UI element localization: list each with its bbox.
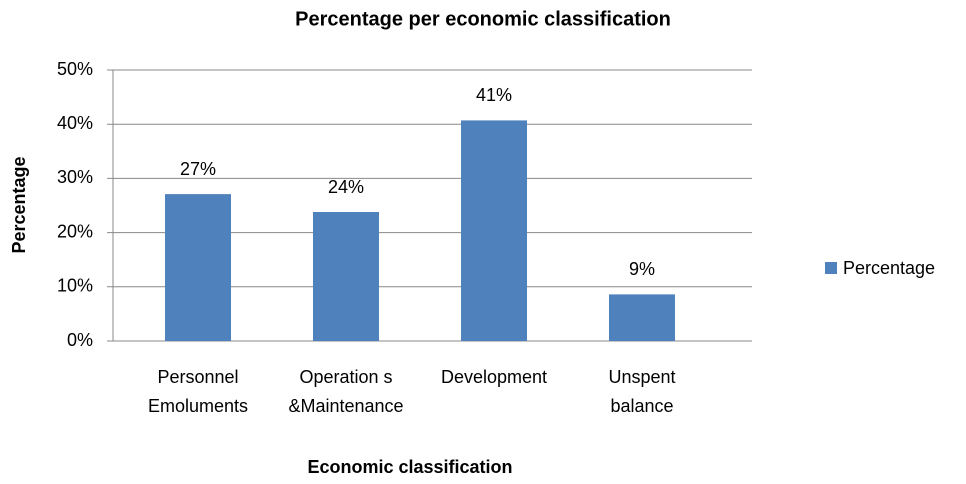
y-tick-label: 20% <box>57 221 93 241</box>
x-tick-label: Operation s &Maintenance <box>288 367 403 416</box>
x-tick-label-line: Personnel <box>157 367 238 387</box>
y-tick-label: 50% <box>57 59 93 79</box>
x-axis-label: Economic classification <box>307 457 512 477</box>
bar <box>313 212 379 341</box>
legend-swatch <box>825 262 837 274</box>
x-tick-label-line: Operation s <box>299 367 392 387</box>
chart-title: Percentage per economic classification <box>295 8 671 30</box>
x-tick-label: Development <box>441 367 547 387</box>
x-tick-label: Personnel Emoluments <box>148 367 248 416</box>
y-axis-label: Percentage <box>9 156 29 253</box>
y-tick-label: 10% <box>57 276 93 296</box>
data-label: 9% <box>629 259 655 279</box>
x-tick-label: Unspent balance <box>608 367 675 416</box>
y-tick-label: 30% <box>57 167 93 187</box>
bar <box>461 120 527 341</box>
data-label: 24% <box>328 177 364 197</box>
x-tick-label-line: Emoluments <box>148 396 248 416</box>
bar <box>165 194 231 341</box>
legend-label: Percentage <box>843 258 935 278</box>
x-tick-label-line: Unspent <box>608 367 675 387</box>
x-tick-label-line: &Maintenance <box>288 396 403 416</box>
y-tick-label: 0% <box>67 330 93 350</box>
x-tick-label-line: Development <box>441 367 547 387</box>
data-label: 41% <box>476 85 512 105</box>
y-tick-label: 40% <box>57 113 93 133</box>
data-label: 27% <box>180 159 216 179</box>
x-tick-label-line: balance <box>610 396 673 416</box>
bar <box>609 294 675 341</box>
